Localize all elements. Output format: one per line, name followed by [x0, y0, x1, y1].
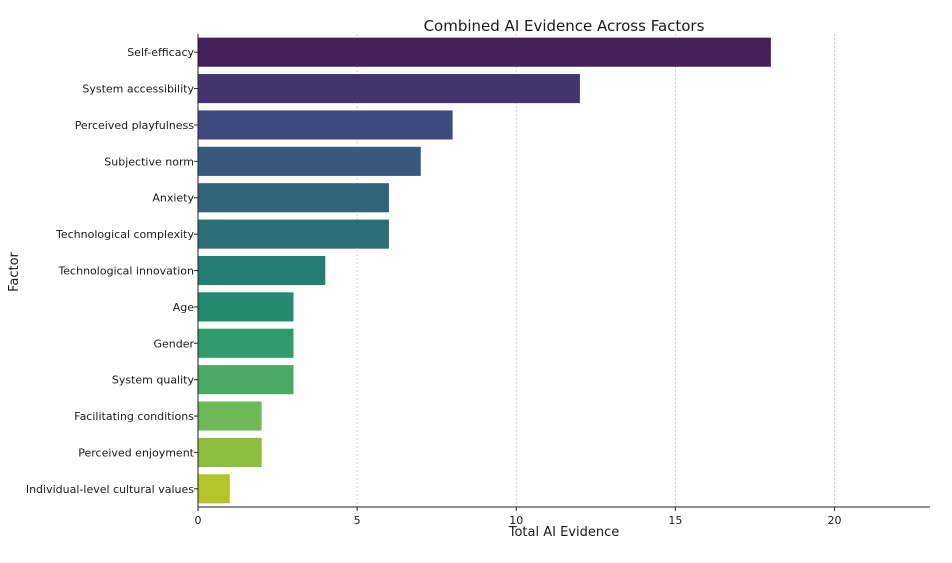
- bar: [198, 74, 580, 104]
- bar: [198, 255, 326, 286]
- bar: [198, 292, 294, 322]
- y-tick-label: Anxiety: [152, 192, 194, 205]
- y-tick-label: System quality: [112, 374, 195, 387]
- y-tick-label: Subjective norm: [104, 155, 194, 168]
- y-axis-label: Factor: [7, 251, 22, 291]
- y-tick-label: Age: [173, 301, 195, 314]
- x-tick-label: 15: [668, 514, 682, 527]
- grid-lines: [356, 34, 835, 507]
- y-tick-labels: Self-efficacy System accessibility Perceiv…: [26, 46, 198, 496]
- bar: [198, 37, 771, 67]
- y-tick-label: Perceived enjoyment: [78, 446, 194, 459]
- bar: [198, 110, 453, 140]
- bar: [198, 437, 262, 467]
- x-tick-label: 5: [354, 514, 361, 527]
- bar: [198, 474, 230, 504]
- y-tick-label: Technological innovation: [57, 265, 194, 278]
- x-tick-label: 0: [195, 514, 202, 527]
- y-tick-label: Technological complexity: [55, 228, 194, 241]
- y-tick-label: Perceived playfulness: [75, 119, 195, 132]
- bars: [198, 37, 771, 504]
- y-tick-label: Individual-level cultural values: [26, 483, 194, 496]
- bar: [198, 365, 294, 395]
- bar: [198, 183, 389, 213]
- x-tick-label: 20: [828, 514, 842, 527]
- y-tick-label: Self-efficacy: [127, 46, 194, 59]
- y-tick-label: Facilitating conditions: [74, 410, 194, 423]
- bar: [198, 146, 421, 176]
- y-tick-label: Gender: [153, 337, 194, 350]
- y-tick-label: System accessibility: [82, 83, 194, 96]
- bar: [198, 219, 389, 249]
- bar: [198, 328, 294, 358]
- x-tick-labels: 0 5 10 15 20: [195, 507, 842, 527]
- x-axis-label: Total AI Evidence: [508, 525, 620, 540]
- chart-title: Combined AI Evidence Across Factors: [424, 17, 705, 35]
- x-tick-label: 10: [509, 514, 523, 527]
- bar: [198, 401, 262, 431]
